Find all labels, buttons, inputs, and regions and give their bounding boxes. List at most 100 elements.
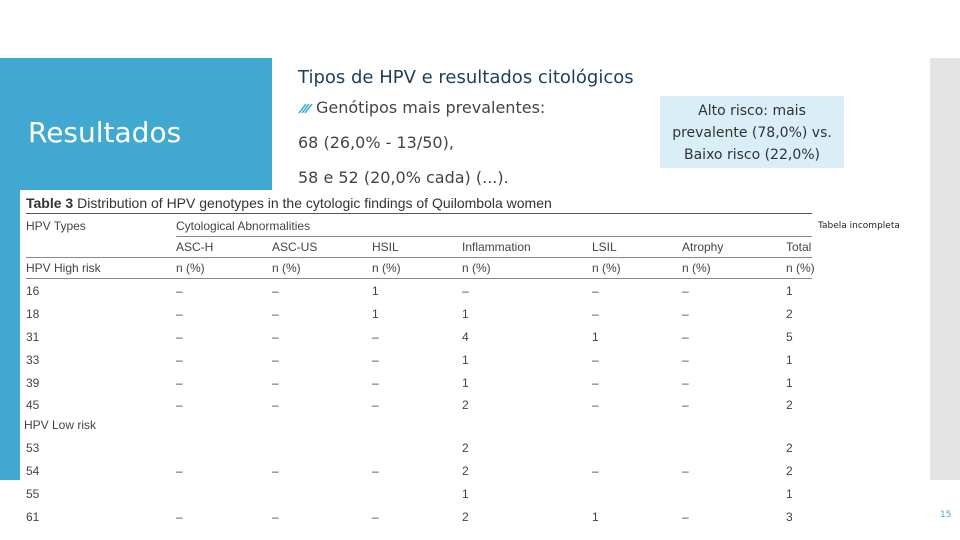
cell: – bbox=[272, 307, 279, 321]
cell: – bbox=[682, 376, 689, 390]
low-label: HPV Low risk bbox=[24, 418, 97, 432]
cell: 5 bbox=[786, 330, 793, 344]
cell: – bbox=[372, 398, 379, 412]
point: 58 e 52 (20,0% cada) (...). bbox=[298, 168, 509, 187]
column-header: Inflammation bbox=[462, 240, 531, 254]
cell: 2 bbox=[786, 307, 793, 321]
cell: – bbox=[372, 330, 379, 344]
cell: – bbox=[682, 330, 689, 344]
cell: – bbox=[592, 307, 599, 321]
cell: – bbox=[592, 376, 599, 390]
cell: 1 bbox=[372, 307, 379, 321]
cell: 61 bbox=[26, 510, 40, 524]
cell: 55 bbox=[26, 487, 40, 501]
column-header: ASC-H bbox=[176, 240, 214, 254]
cell: 1 bbox=[786, 284, 793, 298]
cell: – bbox=[682, 398, 689, 412]
cell: – bbox=[272, 284, 279, 298]
cell: 1 bbox=[462, 353, 469, 367]
cell: 1 bbox=[786, 376, 793, 390]
cell: – bbox=[592, 284, 599, 298]
note: Tabela incompleta bbox=[818, 221, 900, 231]
cell: – bbox=[592, 353, 599, 367]
cell: 1 bbox=[592, 330, 599, 344]
cell: – bbox=[272, 464, 279, 478]
cell: – bbox=[682, 353, 689, 367]
cell: – bbox=[176, 353, 183, 367]
cell: – bbox=[272, 510, 279, 524]
bullet: Genótipos mais prevalentes: bbox=[316, 98, 546, 117]
table-caption: Table 3 Distribution of HPV genotypes in… bbox=[26, 195, 552, 211]
cell: – bbox=[372, 353, 379, 367]
sub-header: n (%) bbox=[176, 261, 205, 275]
cell: – bbox=[682, 284, 689, 298]
cell: – bbox=[272, 376, 279, 390]
type-header: HPV Types bbox=[26, 219, 86, 233]
cell: 2 bbox=[462, 464, 469, 478]
caption-label: Table 3 bbox=[26, 195, 74, 211]
cell: – bbox=[682, 464, 689, 478]
page-number: 15 bbox=[940, 510, 952, 520]
cell: – bbox=[272, 353, 279, 367]
cell: – bbox=[372, 376, 379, 390]
cell: 1 bbox=[592, 510, 599, 524]
cell: – bbox=[682, 510, 689, 524]
section-title: Resultados bbox=[28, 116, 182, 149]
cell: 1 bbox=[462, 376, 469, 390]
cell: 3 bbox=[786, 510, 793, 524]
callout: Alto risco: mais prevalente (78,0%) vs. … bbox=[660, 96, 844, 168]
cell: 2 bbox=[786, 441, 793, 455]
cell: – bbox=[372, 464, 379, 478]
cell: – bbox=[592, 398, 599, 412]
caption: Distribution of HPV genotypes in the cyt… bbox=[77, 195, 552, 211]
cell: 33 bbox=[26, 353, 40, 367]
sub-header: HPV High risk bbox=[26, 261, 101, 275]
rule bbox=[26, 257, 812, 258]
cell: 53 bbox=[26, 441, 40, 455]
cell: 2 bbox=[786, 398, 793, 412]
rule bbox=[26, 278, 812, 279]
slide-title: Tipos de HPV e resultados citológicos bbox=[298, 67, 634, 88]
cell: – bbox=[176, 398, 183, 412]
cell: 16 bbox=[26, 284, 40, 298]
cell: 1 bbox=[462, 307, 469, 321]
column-header: HSIL bbox=[372, 240, 399, 254]
cell: – bbox=[272, 330, 279, 344]
cell: – bbox=[176, 464, 183, 478]
column-header: Atrophy bbox=[682, 240, 724, 254]
cell: 1 bbox=[786, 353, 793, 367]
cell: 2 bbox=[462, 510, 469, 524]
point: 68 (26,0% - 13/50), bbox=[298, 133, 454, 152]
cell: – bbox=[272, 398, 279, 412]
cell: – bbox=[176, 284, 183, 298]
cell: – bbox=[176, 376, 183, 390]
right-strip bbox=[930, 58, 960, 480]
sub-header: n (%) bbox=[462, 261, 491, 275]
column-header: ASC-US bbox=[272, 240, 318, 254]
sub-header: n (%) bbox=[682, 261, 711, 275]
cell: 31 bbox=[26, 330, 40, 344]
table-image bbox=[20, 190, 820, 530]
cell: 1 bbox=[462, 487, 469, 501]
cell: – bbox=[462, 284, 469, 298]
column-header: Total bbox=[786, 240, 812, 254]
cell: – bbox=[372, 510, 379, 524]
cell: – bbox=[176, 330, 183, 344]
sub-header: n (%) bbox=[786, 261, 815, 275]
cell: – bbox=[592, 464, 599, 478]
cell: 45 bbox=[26, 398, 40, 412]
cell: 1 bbox=[786, 487, 793, 501]
cell: 2 bbox=[786, 464, 793, 478]
cell: 1 bbox=[372, 284, 379, 298]
sub-header: n (%) bbox=[592, 261, 621, 275]
cell: – bbox=[176, 510, 183, 524]
cell: – bbox=[176, 307, 183, 321]
cell: 2 bbox=[462, 441, 469, 455]
group-header: Cytological Abnormalities bbox=[176, 219, 311, 233]
cell: 18 bbox=[26, 307, 40, 321]
cell: 54 bbox=[26, 464, 40, 478]
cell: 4 bbox=[462, 330, 469, 344]
sub-header: n (%) bbox=[372, 261, 401, 275]
column-header: LSIL bbox=[592, 240, 617, 254]
